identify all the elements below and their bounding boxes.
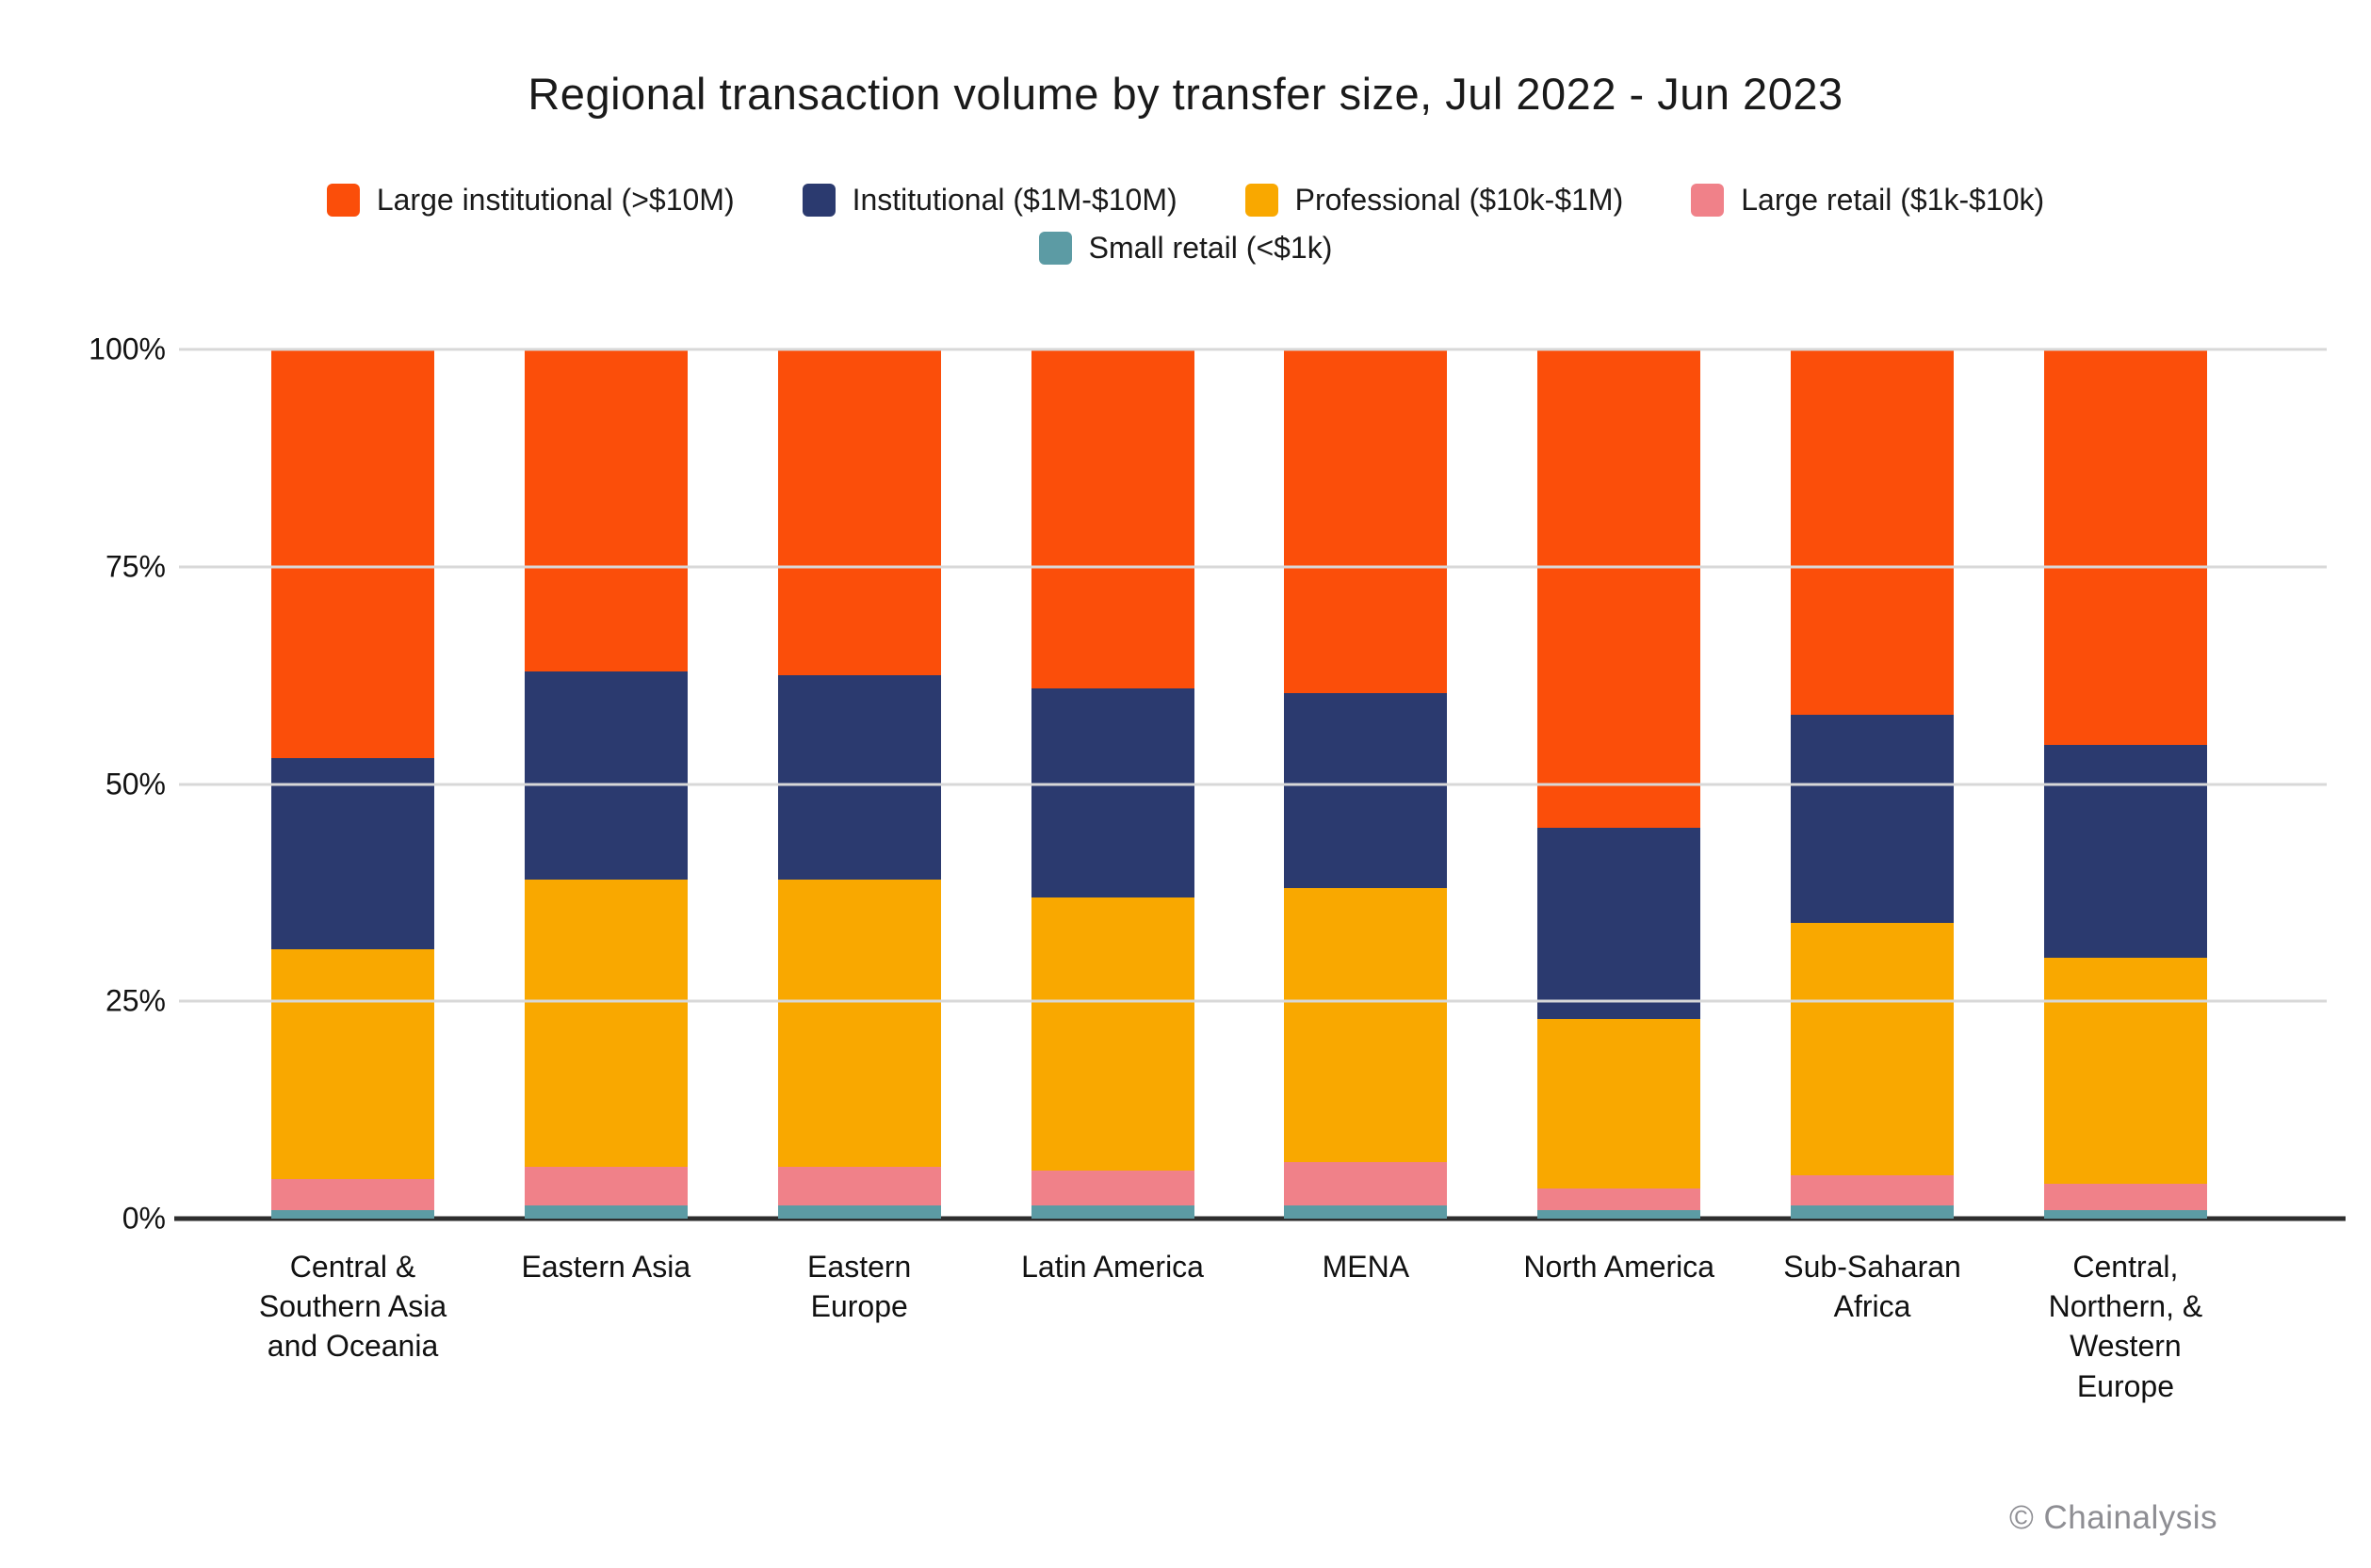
- legend-swatch-icon: [1244, 184, 1278, 217]
- bar-segment: [1284, 888, 1448, 1163]
- x-axis-label-text: Central & Southern Asia and Oceania: [258, 1250, 447, 1364]
- stacked-bar: [1031, 349, 1194, 1219]
- x-axis-label-text: Sub-Saharan Africa: [1783, 1250, 1961, 1324]
- bar-segment: [1031, 688, 1194, 897]
- bar-segment: [524, 1166, 688, 1206]
- legend-item: Large retail ($1k-$10k): [1691, 183, 2044, 218]
- bar-segment: [1791, 923, 1955, 1175]
- x-axis-line: [174, 1216, 2346, 1221]
- bar-segment: [1537, 1209, 1701, 1219]
- bar-segment: [1031, 897, 1194, 1172]
- chart-title: Regional transaction volume by transfer …: [528, 69, 1843, 119]
- legend-item: Professional ($10k-$1M): [1244, 183, 1624, 218]
- bar-segment: [1284, 692, 1448, 889]
- bar-segment: [2043, 349, 2207, 745]
- chart-legend: Large institutional (>$10M) Institutional…: [0, 183, 2371, 266]
- legend-row: Large institutional (>$10M) Institutional…: [326, 183, 2044, 218]
- legend-label: Large institutional (>$10M): [376, 183, 735, 217]
- bar-segment: [271, 1179, 434, 1210]
- bar-segment: [271, 1209, 434, 1219]
- bar-segment: [1537, 349, 1701, 828]
- bars-container: [179, 349, 2327, 1219]
- bar-segment: [1284, 349, 1448, 693]
- bar-segment: [2043, 958, 2207, 1185]
- bar-segment: [524, 671, 688, 881]
- bar-segment: [1791, 714, 1955, 924]
- y-axis-tick-label: 75%: [105, 549, 166, 584]
- plot-area: Central & Southern Asia and Oceania Easte…: [89, 332, 2346, 1403]
- legend-row: Small retail (<$1k): [1038, 231, 1333, 266]
- bar-segment: [1031, 349, 1194, 688]
- bar-segment: [271, 757, 434, 949]
- stacked-bar: [2043, 349, 2207, 1219]
- bar-segment: [1284, 1205, 1448, 1219]
- legend-label: Small retail (<$1k): [1088, 231, 1333, 265]
- x-axis-label-text: Latin America: [1021, 1250, 1204, 1284]
- legend-label: Professional ($10k-$1M): [1294, 183, 1624, 217]
- bar-segment: [1537, 1188, 1701, 1210]
- bar-segment: [1791, 1205, 1955, 1219]
- gridline: [179, 348, 2327, 351]
- bar-segment: [1537, 827, 1701, 1019]
- bar-segment: [1791, 349, 1955, 715]
- legend-item: Small retail (<$1k): [1038, 231, 1333, 266]
- bar-segment: [777, 1166, 941, 1206]
- stacked-bar: [777, 349, 941, 1219]
- watermark: © Chainalysis: [2009, 1499, 2217, 1536]
- stacked-bar: [271, 349, 434, 1219]
- x-axis-label-text: Eastern Europe: [807, 1250, 912, 1324]
- bar-segment: [777, 880, 941, 1167]
- bar-segment: [271, 349, 434, 758]
- bar-segment: [2043, 745, 2207, 959]
- y-axis-tick-label: 25%: [105, 983, 166, 1018]
- gridline: [179, 565, 2327, 569]
- bar-segment: [1537, 1018, 1701, 1188]
- bar-segment: [777, 349, 941, 676]
- x-axis-label-text: Eastern Asia: [521, 1250, 691, 1284]
- gridline: [179, 999, 2327, 1003]
- bar-segment: [271, 948, 434, 1180]
- legend-swatch-icon: [802, 184, 836, 217]
- legend-swatch-icon: [1038, 232, 1072, 265]
- bar-segment: [777, 1205, 941, 1219]
- bar-segment: [2043, 1184, 2207, 1210]
- bar-segment: [1031, 1205, 1194, 1219]
- legend-item: Institutional ($1M-$10M): [802, 183, 1177, 218]
- stacked-bar: [1284, 349, 1448, 1219]
- bar-segment: [524, 1205, 688, 1219]
- y-axis-tick-label: 0%: [122, 1201, 166, 1236]
- y-axis-tick-label: 50%: [105, 767, 166, 800]
- bar-segment: [1791, 1174, 1955, 1206]
- legend-swatch-icon: [1691, 184, 1725, 217]
- bar-segment: [1031, 1171, 1194, 1206]
- bar-segment: [524, 349, 688, 671]
- bar-segment: [2043, 1209, 2207, 1219]
- bar-segment: [524, 880, 688, 1167]
- x-axis-label-text: North America: [1523, 1250, 1715, 1284]
- legend-swatch-icon: [326, 184, 360, 217]
- bar-segment: [1284, 1162, 1448, 1206]
- y-axis-tick-label: 100%: [89, 331, 166, 366]
- x-axis-label-text: Central, Northern, & Western Europe: [2048, 1250, 2203, 1403]
- legend-item: Large institutional (>$10M): [326, 183, 735, 218]
- gridline: [179, 783, 2327, 785]
- stacked-bar: [1791, 349, 1955, 1219]
- bar-segment: [777, 675, 941, 881]
- legend-label: Institutional ($1M-$10M): [852, 183, 1177, 217]
- stacked-bar: [524, 349, 688, 1219]
- stacked-bar: [1537, 349, 1701, 1219]
- x-axis-label-text: MENA: [1322, 1250, 1410, 1284]
- legend-label: Large retail ($1k-$10k): [1741, 183, 2045, 217]
